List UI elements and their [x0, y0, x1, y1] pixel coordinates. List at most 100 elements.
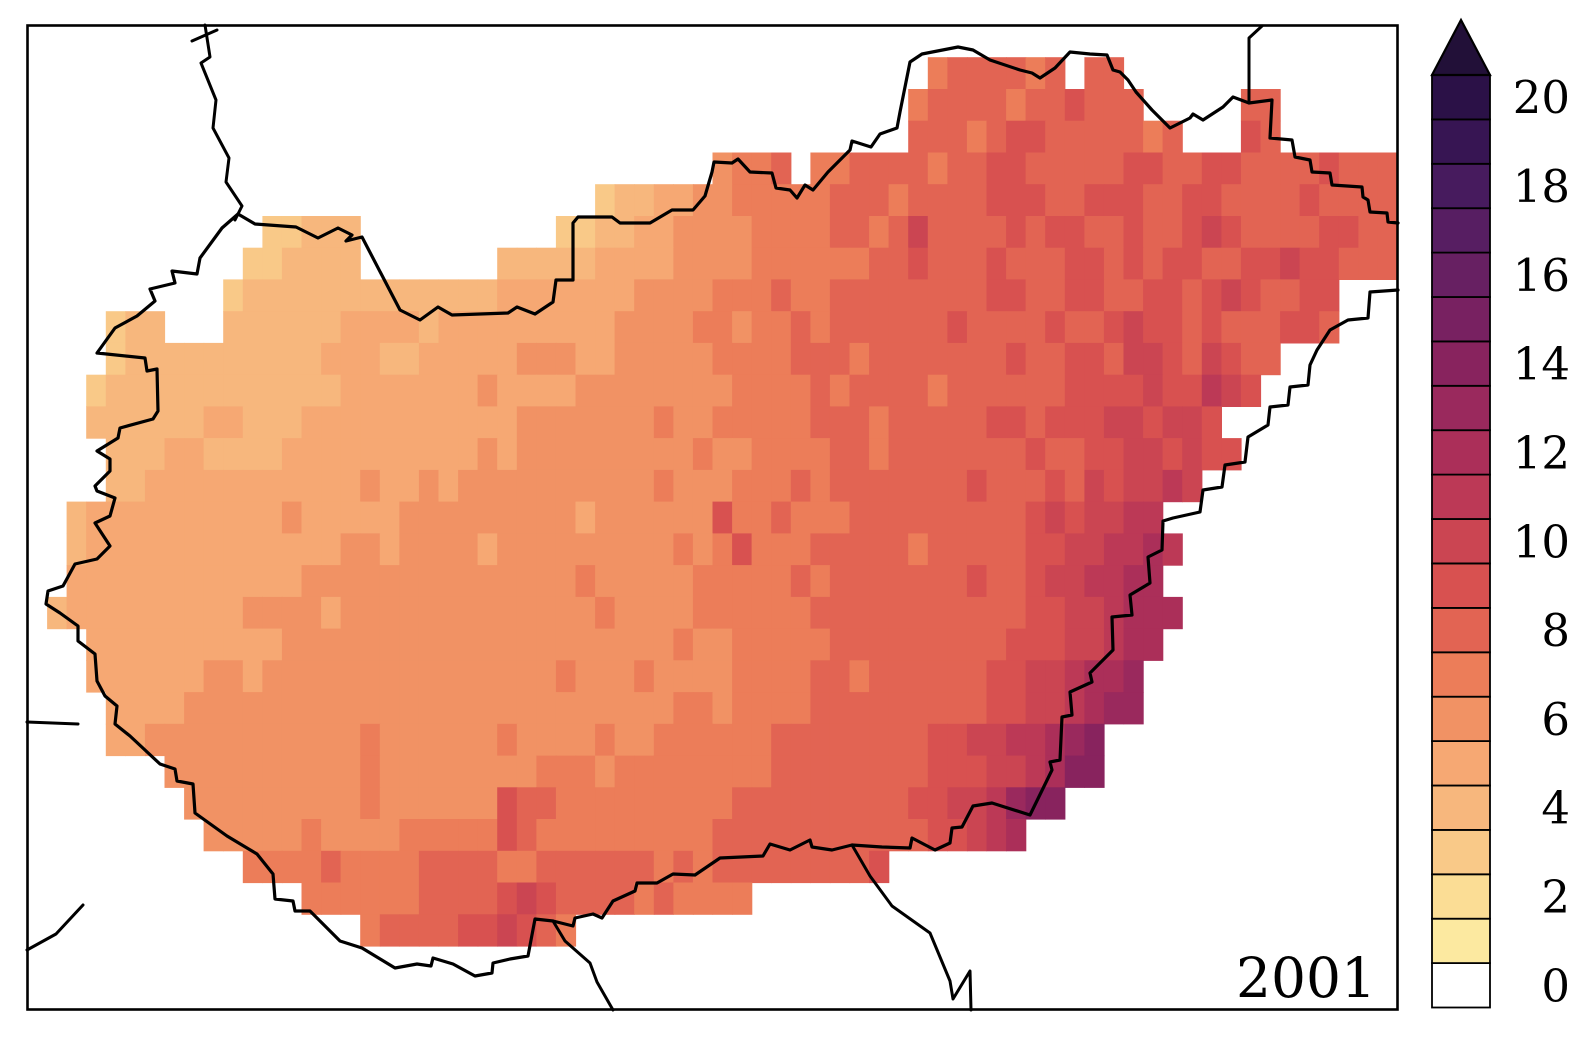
grid-cell: [1006, 596, 1027, 630]
grid-cell: [947, 469, 968, 503]
grid-cell: [1260, 311, 1281, 344]
grid-cell: [1006, 692, 1027, 725]
grid-cell: [379, 596, 400, 630]
grid-cell: [262, 374, 283, 407]
grid-cell: [751, 247, 772, 280]
grid-cell: [653, 787, 674, 820]
grid-cell: [1143, 438, 1164, 471]
grid-cell: [1084, 184, 1105, 217]
colorbar-segment: [1431, 118, 1491, 165]
grid-cell: [947, 596, 968, 630]
grid-cell: [262, 628, 283, 661]
grid-cell: [497, 882, 518, 915]
grid-cell: [321, 660, 342, 693]
grid-cell: [458, 565, 479, 598]
grid-cell: [458, 882, 479, 915]
grid-cell: [458, 660, 479, 693]
grid-cell: [1006, 406, 1027, 439]
grid-cell: [595, 596, 616, 630]
colorbar-segment: [1431, 340, 1491, 387]
grid-cell: [1260, 216, 1281, 249]
grid-cell: [281, 501, 303, 534]
grid-cell: [86, 501, 107, 534]
grid-cell: [242, 819, 263, 852]
grid-cell: [692, 723, 714, 757]
grid-cell: [829, 692, 851, 725]
grid-cell: [458, 438, 479, 471]
grid-cell: [516, 628, 537, 661]
grid-cell: [986, 533, 1007, 566]
grid-cell: [125, 501, 146, 534]
grid-cell: [321, 819, 342, 852]
grid-cell: [732, 850, 753, 884]
grid-cell: [1182, 152, 1203, 185]
grid-cell: [281, 565, 303, 598]
grid-cell: [712, 501, 733, 534]
grid-cell: [1064, 533, 1085, 566]
grid-cell: [418, 596, 440, 630]
grid-cell: [1025, 565, 1046, 598]
grid-cell: [1162, 533, 1183, 566]
grid-cell: [360, 723, 381, 757]
grid-cell: [1025, 374, 1046, 407]
grid-cell: [458, 533, 479, 566]
grid-cell: [242, 850, 263, 884]
grid-cell: [1221, 374, 1242, 407]
grid-cell: [673, 819, 694, 852]
grid-cell: [653, 723, 674, 757]
grid-cell: [692, 819, 714, 852]
grid-cell: [184, 374, 205, 407]
grid-cell: [1045, 184, 1066, 217]
colorbar-tick-label: 12: [1513, 426, 1570, 479]
grid-cell: [869, 819, 890, 852]
grid-cell: [399, 755, 420, 788]
grid-cell: [301, 311, 322, 344]
colorbar-tick-label: 10: [1513, 515, 1570, 568]
grid-cell: [771, 819, 792, 852]
grid-cell: [321, 628, 342, 661]
grid-cell: [144, 438, 166, 471]
grid-cell: [575, 882, 596, 915]
grid-cell: [790, 723, 811, 757]
grid-cell: [1201, 247, 1222, 280]
grid-cell: [1025, 723, 1046, 757]
grid-cell: [1201, 438, 1222, 471]
grid-cell: [477, 723, 498, 757]
grid-cell: [869, 469, 890, 503]
grid-cell: [125, 533, 146, 566]
grid-cell: [1084, 692, 1105, 725]
grid-cell: [790, 660, 811, 693]
grid-cell: [340, 755, 361, 788]
grid-cell: [555, 279, 577, 312]
grid-cell: [203, 469, 224, 503]
grid-cell: [771, 469, 792, 503]
grid-cell: [1240, 342, 1262, 376]
grid-cell: [281, 247, 303, 280]
grid-cell: [399, 850, 420, 884]
grid-cell: [1240, 120, 1262, 153]
grid-cell: [732, 628, 753, 661]
grid-cell: [614, 565, 635, 598]
grid-cell: [869, 565, 890, 598]
grid-cell: [262, 819, 283, 852]
grid-cell: [986, 628, 1007, 661]
grid-cell: [790, 565, 811, 598]
grid-cell: [458, 501, 479, 534]
grid-cell: [888, 152, 909, 185]
grid-cell: [516, 819, 537, 852]
grid-cell: [516, 406, 537, 439]
grid-cell: [301, 374, 322, 407]
grid-cell: [1143, 565, 1164, 598]
grid-cell: [1084, 216, 1105, 249]
grid-cell: [810, 216, 831, 249]
grid-cell: [164, 406, 185, 439]
grid-cell: [712, 533, 733, 566]
grid-cell: [908, 692, 929, 725]
grid-cell: [418, 850, 440, 884]
grid-cell: [477, 819, 498, 852]
grid-cell: [810, 184, 831, 217]
grid-cell: [634, 184, 655, 217]
grid-cell: [653, 819, 674, 852]
grid-cell: [262, 438, 283, 471]
grid-cell: [321, 533, 342, 566]
